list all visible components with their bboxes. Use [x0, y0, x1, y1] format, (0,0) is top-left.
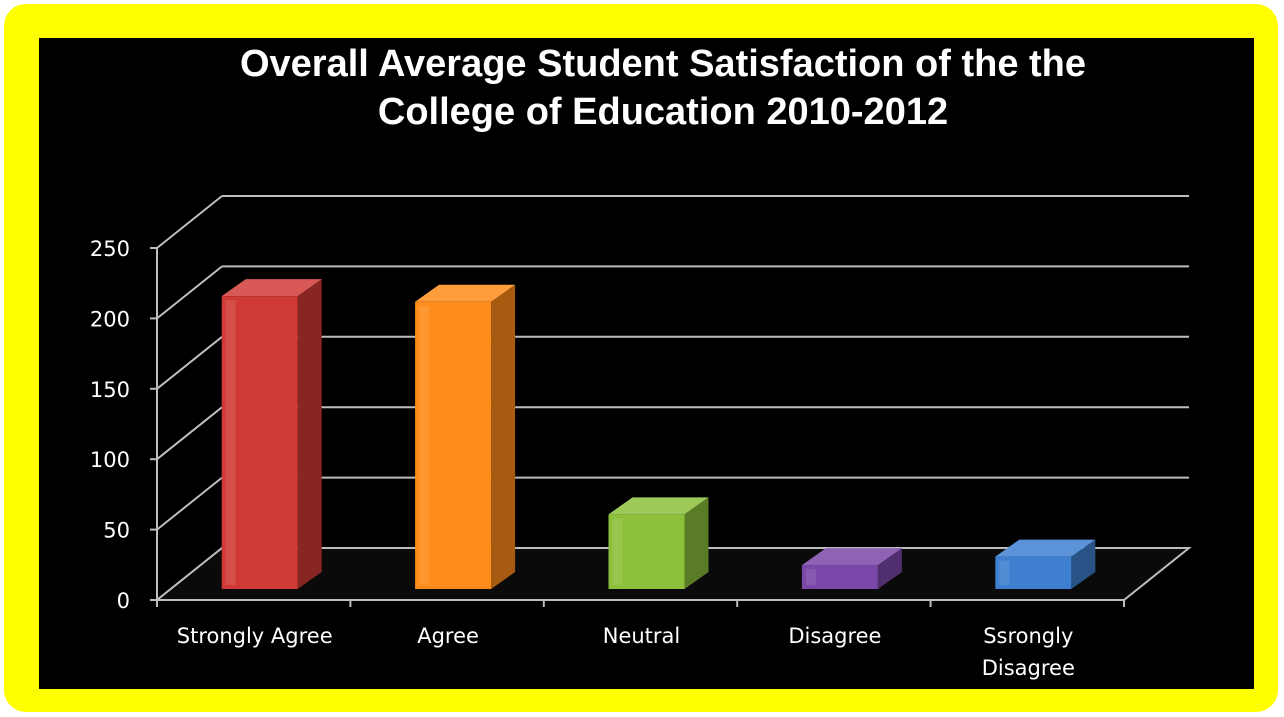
bar-highlight	[419, 305, 430, 585]
y-tick-label: 100	[90, 448, 130, 472]
x-tick-label: Strongly Agree	[177, 624, 333, 648]
x-tick-label: Neutral	[603, 624, 681, 648]
chart-title-line-1: Overall Average Student Satisfaction of …	[239, 43, 1087, 85]
bar-side	[297, 279, 322, 589]
bar	[995, 539, 1096, 589]
bar-top	[608, 497, 709, 515]
bar-front	[608, 514, 685, 589]
bar-front	[415, 301, 492, 589]
chart-title-line-2: College of Education 2010-2012	[377, 91, 949, 133]
bar-side	[684, 497, 709, 589]
bar-highlight	[999, 560, 1010, 585]
gridline-diagonal	[156, 195, 223, 249]
bar-side	[1071, 539, 1096, 589]
gridline-diagonal	[156, 476, 223, 531]
chart-title: Overall Average Student Satisfaction of …	[0, 40, 1284, 136]
bar-highlight	[612, 518, 623, 585]
bar-highlight	[805, 569, 816, 585]
bar	[221, 279, 322, 589]
gridline-diagonal	[156, 265, 223, 320]
bar-front	[801, 565, 878, 589]
gridline-diagonal	[156, 406, 223, 460]
y-tick-label: 50	[103, 519, 130, 543]
y-tick-label: 150	[90, 378, 130, 402]
y-tick-label: 0	[117, 589, 130, 613]
bar-top	[801, 548, 902, 566]
bar-top	[221, 279, 322, 297]
bar	[608, 497, 709, 589]
bar-top	[995, 539, 1096, 557]
x-tick-label: Agree	[417, 624, 479, 648]
bar-front	[995, 556, 1072, 589]
bar-side	[877, 548, 902, 589]
labels-layer: 0 50 100 150 200 250 Strongly Agree Agree Neutra…	[90, 237, 1075, 680]
x-tick-label: Ssrongly	[983, 624, 1073, 648]
bar-front	[221, 296, 298, 589]
bar-highlight	[225, 300, 236, 585]
x-tick-label: Disagree	[788, 624, 881, 648]
bars-layer	[221, 279, 1096, 589]
gridline-diagonal	[156, 336, 223, 390]
y-tick-label: 200	[90, 307, 130, 331]
bar-top	[415, 284, 516, 302]
x-tick-label: Disagree	[982, 656, 1075, 680]
bar	[415, 284, 516, 589]
bar	[801, 548, 902, 589]
y-tick-label: 250	[90, 237, 130, 261]
bar-side	[491, 284, 516, 589]
